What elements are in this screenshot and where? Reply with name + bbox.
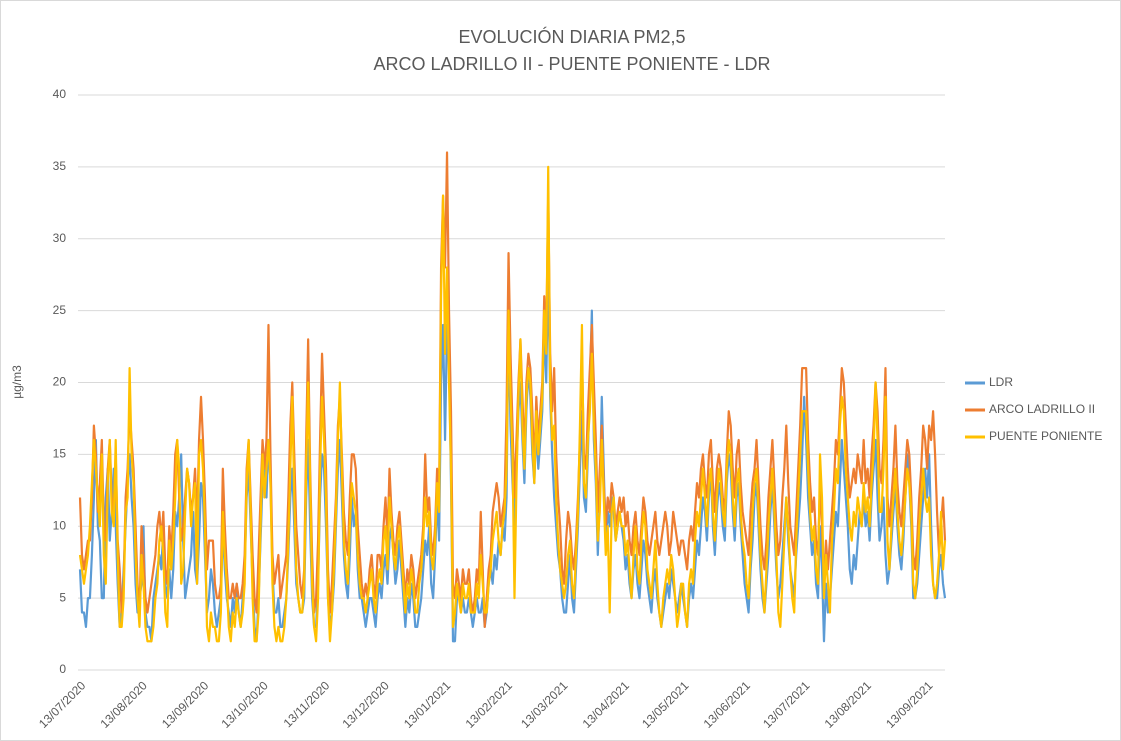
y-tick-label: 25 bbox=[53, 303, 67, 317]
y-tick-label: 30 bbox=[53, 231, 67, 245]
legend-label: PUENTE PONIENTE bbox=[989, 429, 1102, 443]
y-tick-label: 20 bbox=[53, 375, 67, 389]
chart-title: EVOLUCIÓN DIARIA PM2,5 bbox=[458, 26, 685, 47]
y-tick-label: 40 bbox=[53, 87, 67, 101]
chart-subtitle: ARCO LADRILLO II - PUENTE PONIENTE - LDR bbox=[373, 54, 770, 74]
y-tick-label: 5 bbox=[59, 590, 66, 604]
y-tick-label: 15 bbox=[53, 447, 67, 461]
y-axis-label: µg/m3 bbox=[10, 365, 24, 399]
y-tick-label: 10 bbox=[53, 518, 67, 532]
y-tick-label: 0 bbox=[59, 662, 66, 676]
y-tick-label: 35 bbox=[53, 159, 67, 173]
legend-label: LDR bbox=[989, 375, 1013, 389]
series-line bbox=[78, 165, 947, 643]
legend-label: ARCO LADRILLO II bbox=[989, 402, 1095, 416]
